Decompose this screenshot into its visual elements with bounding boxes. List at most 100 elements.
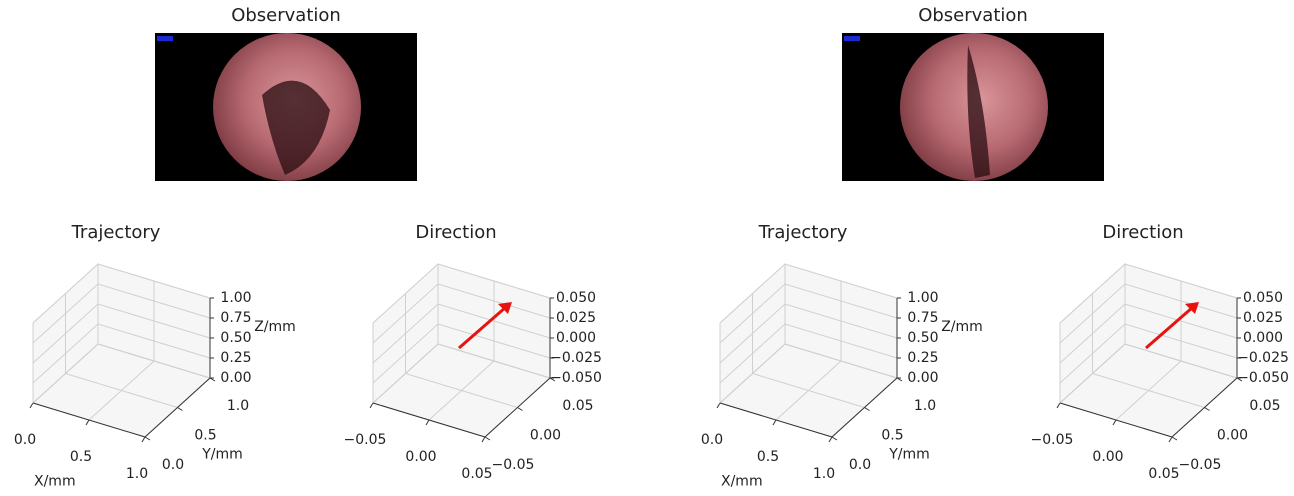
panel-title: Direction [415, 222, 496, 243]
z-tick-label: 0.025 [1243, 310, 1283, 326]
tick-mark [831, 436, 838, 441]
tick-mark [1204, 407, 1210, 411]
x-tick-label: 0.0 [701, 432, 723, 448]
z-tick-label: −0.050 [550, 370, 602, 386]
grid-line [719, 343, 898, 404]
tick-mark [1171, 436, 1178, 441]
direction-arrow [1145, 305, 1194, 350]
z-tick-label: 0.000 [556, 330, 596, 346]
tick-mark [141, 436, 146, 443]
grid-line [1059, 303, 1238, 364]
grid-line [372, 263, 551, 324]
x-axis-label: X/mm [721, 474, 763, 490]
grid-line [372, 303, 551, 364]
x-axis [32, 402, 146, 438]
x-tick-label: −0.05 [1031, 432, 1074, 448]
z-tick-label: 0.025 [556, 310, 596, 326]
y-tick-label: 0.00 [1217, 428, 1248, 444]
x-axis [1059, 402, 1173, 438]
panel-title: Trajectory [71, 222, 161, 243]
y-axis [831, 377, 898, 438]
grid-line [32, 283, 211, 344]
y-axis [484, 377, 551, 438]
tick-mark [144, 436, 151, 441]
z-tick-label: 0.050 [1243, 290, 1283, 306]
z-tick-label: 0.25 [220, 350, 251, 366]
z-tick-label: 0.000 [1243, 330, 1283, 346]
tick-mark [177, 407, 183, 411]
cavity [967, 45, 990, 178]
y-tick-label: 1.0 [914, 398, 936, 414]
x-tick-label: 0.00 [405, 449, 436, 465]
y-tick-label: −0.05 [1179, 457, 1222, 473]
grid-line [32, 303, 211, 364]
x-tick-label: 0.0 [14, 432, 36, 448]
tick-mark [29, 402, 34, 409]
x-axis [372, 402, 486, 438]
tick-mark [772, 419, 777, 426]
z-tick-label: 0.50 [220, 330, 251, 346]
panel-title: Observation [918, 5, 1028, 26]
z-tick-label: −0.050 [1237, 370, 1289, 386]
z-tick-label: −0.025 [1237, 350, 1289, 366]
direction-arrow [458, 305, 507, 350]
z-tick-label: 0.25 [907, 350, 938, 366]
tick-mark [484, 436, 491, 441]
y-axis-label: Y/mm [201, 447, 243, 463]
tick-mark [716, 402, 721, 409]
x-tick-label: 1.0 [126, 466, 148, 482]
panel-title: Observation [231, 5, 341, 26]
panel-title: Trajectory [758, 222, 848, 243]
grid-line [1059, 283, 1238, 344]
x-tick-label: 0.5 [70, 449, 92, 465]
y-axis-label: Y/mm [888, 447, 930, 463]
x-tick-label: 0.00 [1092, 449, 1123, 465]
y-tick-label: 0.5 [881, 428, 903, 444]
grid-line [1059, 263, 1238, 324]
z-tick-label: 0.75 [907, 310, 938, 326]
x-tick-label: 0.5 [757, 449, 779, 465]
y-tick-label: 0.05 [1249, 398, 1280, 414]
x-tick-label: 1.0 [813, 466, 835, 482]
grid-line [719, 323, 898, 384]
grid-line [719, 263, 898, 324]
tick-mark [1056, 402, 1061, 409]
tick-mark [481, 436, 486, 443]
tick-mark [1168, 436, 1173, 443]
z-axis-label: Z/mm [941, 319, 983, 335]
z-tick-label: 0.75 [220, 310, 251, 326]
x-tick-label: 0.05 [1148, 466, 1179, 482]
grid-line [32, 343, 211, 404]
y-tick-label: 1.0 [227, 398, 249, 414]
y-axis [1171, 377, 1238, 438]
tick-mark [828, 436, 833, 443]
y-tick-label: 0.5 [194, 428, 216, 444]
grid-line [719, 303, 898, 364]
arrow-head [498, 302, 512, 314]
tick-mark [517, 407, 523, 411]
grid-line [1059, 343, 1238, 404]
grid-line [719, 283, 898, 344]
z-tick-label: 0.050 [556, 290, 596, 306]
grid-line [372, 283, 551, 344]
y-axis [144, 377, 211, 438]
x-tick-label: −0.05 [344, 432, 387, 448]
x-tick-label: 0.05 [461, 466, 492, 482]
z-tick-label: 0.00 [220, 370, 251, 386]
z-tick-label: 0.00 [907, 370, 938, 386]
grid-line [1059, 323, 1238, 384]
overlay-badge [157, 36, 173, 41]
tick-mark [369, 402, 374, 409]
y-tick-label: 0.00 [530, 428, 561, 444]
grid-line [372, 343, 551, 404]
z-axis-label: Z/mm [254, 319, 296, 335]
panel-title: Direction [1102, 222, 1183, 243]
overlay-badge [844, 36, 860, 41]
grid-line [32, 323, 211, 384]
grid-line [372, 323, 551, 384]
z-tick-label: 1.00 [907, 290, 938, 306]
z-tick-label: 1.00 [220, 290, 251, 306]
tick-mark [1112, 419, 1117, 426]
z-tick-label: 0.50 [907, 330, 938, 346]
